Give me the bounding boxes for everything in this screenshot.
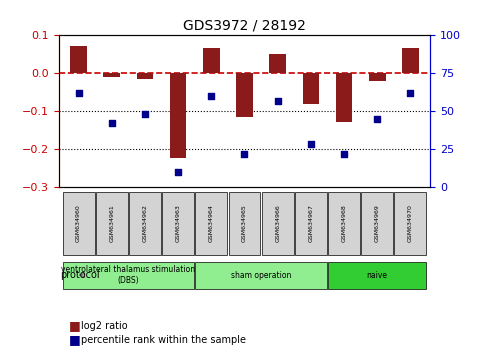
Point [75,90,82,96]
FancyBboxPatch shape [62,262,194,289]
Text: GSM634963: GSM634963 [175,205,180,242]
FancyBboxPatch shape [62,192,94,255]
FancyBboxPatch shape [228,192,260,255]
Text: percentile rank within the sample: percentile rank within the sample [81,335,245,345]
Point [306,142,314,147]
Bar [203,47,219,73]
FancyBboxPatch shape [129,192,161,255]
Point [108,120,116,126]
FancyBboxPatch shape [327,262,426,289]
Point [273,98,281,103]
FancyBboxPatch shape [394,192,426,255]
Text: ■: ■ [68,319,80,332]
FancyBboxPatch shape [361,192,392,255]
Point [207,93,215,99]
Text: GSM634961: GSM634961 [109,205,114,242]
Bar [269,53,285,73]
FancyBboxPatch shape [195,192,227,255]
Text: GSM634968: GSM634968 [341,205,346,242]
Point [372,116,380,121]
Text: log2 ratio: log2 ratio [81,321,127,331]
Text: GSM634967: GSM634967 [308,205,313,242]
Text: GSM634966: GSM634966 [275,205,280,242]
Text: ventrolateral thalamus stimulation
(DBS): ventrolateral thalamus stimulation (DBS) [61,266,195,285]
Point [240,151,248,156]
FancyBboxPatch shape [96,192,127,255]
Text: naive: naive [366,271,387,280]
Text: GSM634962: GSM634962 [142,205,147,242]
Bar [136,73,153,79]
FancyBboxPatch shape [162,192,194,255]
Point [174,169,182,175]
Text: protocol: protocol [60,270,100,280]
Text: GSM634969: GSM634969 [374,205,379,242]
Text: GSM634960: GSM634960 [76,205,81,242]
FancyBboxPatch shape [195,262,326,289]
Point [340,151,347,156]
Bar [236,73,252,117]
Bar [302,73,319,104]
Bar [368,73,385,81]
Point [141,111,148,117]
Bar [70,46,87,73]
FancyBboxPatch shape [261,192,293,255]
Bar [335,73,352,122]
Point [406,90,413,96]
Bar [169,73,186,159]
FancyBboxPatch shape [294,192,326,255]
Text: sham operation: sham operation [230,271,291,280]
FancyBboxPatch shape [327,192,359,255]
Text: GSM634965: GSM634965 [242,205,246,242]
Text: GSM634964: GSM634964 [208,205,213,242]
Bar [103,73,120,77]
Text: GSM634970: GSM634970 [407,205,412,242]
Bar [401,47,418,73]
Text: ■: ■ [68,333,80,346]
Title: GDS3972 / 28192: GDS3972 / 28192 [183,19,305,33]
